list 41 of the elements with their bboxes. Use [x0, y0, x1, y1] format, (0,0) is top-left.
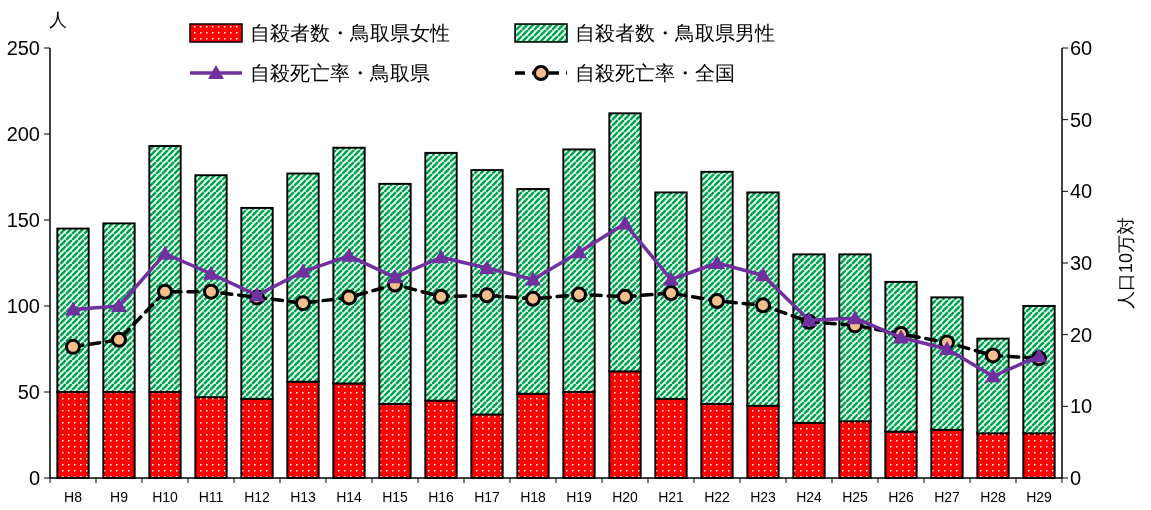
x-tick-label: H8 — [64, 489, 83, 505]
x-tick-label: H18 — [520, 489, 547, 505]
x-tick-label: H29 — [1026, 489, 1053, 505]
y-tick-label: 150 — [6, 209, 40, 231]
x-tick-label: H13 — [290, 489, 317, 505]
legend-label: 自殺者数・鳥取県女性 — [250, 22, 450, 44]
x-tick-label: H12 — [244, 489, 271, 505]
y-tick-label: 200 — [6, 123, 40, 145]
y2-axis-title: 人口10万対 — [1116, 216, 1136, 310]
legend-label: 自殺者数・鳥取県男性 — [575, 22, 775, 44]
legend-label: 自殺死亡率・鳥取県 — [250, 62, 430, 84]
x-tick-label: H28 — [980, 489, 1007, 505]
x-tick-label: H23 — [750, 489, 777, 505]
y2-tick-label: 20 — [1070, 323, 1093, 346]
y2-tick-label: 40 — [1070, 180, 1093, 203]
x-tick-label: H10 — [152, 489, 179, 505]
x-tick-label: H22 — [704, 489, 731, 505]
y-axis-title: 人 — [49, 10, 67, 30]
y2-tick-label: 10 — [1070, 395, 1093, 418]
x-tick-label: H14 — [336, 489, 363, 505]
x-tick-label: H25 — [842, 489, 869, 505]
y-tick-label: 100 — [6, 295, 40, 317]
x-tick-label: H20 — [612, 489, 639, 505]
x-tick-label: H19 — [566, 489, 593, 505]
y-tick-label: 0 — [28, 467, 40, 489]
x-tick-label: H16 — [428, 489, 455, 505]
x-tick-label: H24 — [796, 489, 823, 505]
y-tick-label: 250 — [6, 37, 40, 59]
y2-tick-label: 50 — [1070, 108, 1093, 131]
x-tick-label: H21 — [658, 489, 685, 505]
x-tick-label: H15 — [382, 489, 409, 505]
legend-label: 自殺死亡率・全国 — [575, 62, 735, 84]
x-tick-label: H9 — [110, 489, 129, 505]
x-tick-label: H17 — [474, 489, 501, 505]
y2-tick-label: 30 — [1070, 252, 1093, 274]
x-tick-label: H26 — [888, 489, 915, 505]
y-tick-label: 50 — [17, 381, 40, 403]
x-tick-label: H11 — [198, 489, 224, 505]
x-tick-label: H27 — [934, 489, 961, 505]
y2-tick-label: 60 — [1070, 37, 1093, 59]
y2-tick-label: 0 — [1070, 467, 1082, 489]
